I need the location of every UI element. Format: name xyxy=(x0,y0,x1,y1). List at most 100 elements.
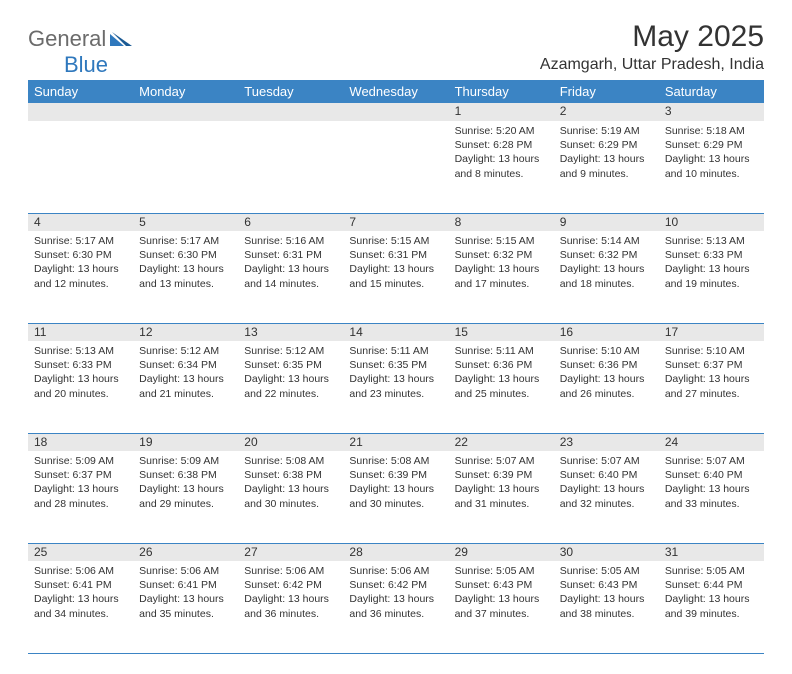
day-cell xyxy=(343,121,448,213)
weekday-header: Wednesday xyxy=(343,80,448,103)
sunrise-value: 5:07 AM xyxy=(601,455,640,467)
day-details: Sunrise: 5:10 AMSunset: 6:37 PMDaylight:… xyxy=(659,341,764,405)
daylight-line-b: and 35 minutes. xyxy=(139,607,232,621)
day-number-cell: 2 xyxy=(554,103,659,121)
sunrise-label: Sunrise: xyxy=(455,455,496,467)
sunrise-label: Sunrise: xyxy=(665,455,706,467)
day-details: Sunrise: 5:18 AMSunset: 6:29 PMDaylight:… xyxy=(659,121,764,185)
sunrise-line: Sunrise: 5:10 AM xyxy=(665,344,758,358)
sunset-line: Sunset: 6:33 PM xyxy=(665,248,758,262)
daylight-line-b: and 29 minutes. xyxy=(139,497,232,511)
sunset-label: Sunset: xyxy=(244,249,283,261)
day-details: Sunrise: 5:13 AMSunset: 6:33 PMDaylight:… xyxy=(28,341,133,405)
day-details: Sunrise: 5:09 AMSunset: 6:37 PMDaylight:… xyxy=(28,451,133,515)
sunrise-line: Sunrise: 5:07 AM xyxy=(560,454,653,468)
day-cell: Sunrise: 5:20 AMSunset: 6:28 PMDaylight:… xyxy=(449,121,554,213)
day-number: 23 xyxy=(560,435,573,449)
sunrise-value: 5:19 AM xyxy=(601,125,640,137)
sunrise-line: Sunrise: 5:10 AM xyxy=(560,344,653,358)
daylight-line-a: Daylight: 13 hours xyxy=(139,262,232,276)
day-cell: Sunrise: 5:06 AMSunset: 6:42 PMDaylight:… xyxy=(343,561,448,653)
sunrise-value: 5:09 AM xyxy=(181,455,220,467)
sunrise-value: 5:12 AM xyxy=(286,345,325,357)
sunrise-line: Sunrise: 5:11 AM xyxy=(455,344,548,358)
sunrise-value: 5:15 AM xyxy=(496,235,535,247)
sunset-value: 6:35 PM xyxy=(388,359,427,371)
sunset-line: Sunset: 6:42 PM xyxy=(244,578,337,592)
sunset-line: Sunset: 6:30 PM xyxy=(139,248,232,262)
weekday-header: Tuesday xyxy=(238,80,343,103)
sunrise-label: Sunrise: xyxy=(139,235,180,247)
sunset-label: Sunset: xyxy=(349,359,388,371)
daylight-line-b: and 22 minutes. xyxy=(244,387,337,401)
sunrise-line: Sunrise: 5:05 AM xyxy=(560,564,653,578)
daylight-line-b: and 15 minutes. xyxy=(349,277,442,291)
day-number: 27 xyxy=(244,545,257,559)
sunset-value: 6:35 PM xyxy=(283,359,322,371)
day-details: Sunrise: 5:12 AMSunset: 6:34 PMDaylight:… xyxy=(133,341,238,405)
sunrise-label: Sunrise: xyxy=(560,345,601,357)
daylight-line-a: Daylight: 13 hours xyxy=(34,592,127,606)
day-number-cell: 25 xyxy=(28,543,133,561)
day-details: Sunrise: 5:17 AMSunset: 6:30 PMDaylight:… xyxy=(28,231,133,295)
day-number: 28 xyxy=(349,545,362,559)
daylight-line-a: Daylight: 13 hours xyxy=(560,482,653,496)
sunset-value: 6:30 PM xyxy=(178,249,217,261)
sunset-line: Sunset: 6:29 PM xyxy=(665,138,758,152)
sunset-line: Sunset: 6:29 PM xyxy=(560,138,653,152)
sunrise-label: Sunrise: xyxy=(34,455,75,467)
sunset-value: 6:36 PM xyxy=(598,359,637,371)
sunrise-value: 5:17 AM xyxy=(75,235,114,247)
sunset-line: Sunset: 6:37 PM xyxy=(34,468,127,482)
day-cell: Sunrise: 5:05 AMSunset: 6:44 PMDaylight:… xyxy=(659,561,764,653)
daylight-line-b: and 31 minutes. xyxy=(455,497,548,511)
day-number: 11 xyxy=(34,325,46,339)
sunrise-line: Sunrise: 5:13 AM xyxy=(665,234,758,248)
daylight-line-a: Daylight: 13 hours xyxy=(560,152,653,166)
sunrise-label: Sunrise: xyxy=(244,345,285,357)
daylight-line-a: Daylight: 13 hours xyxy=(665,372,758,386)
daylight-line-b: and 37 minutes. xyxy=(455,607,548,621)
sunset-label: Sunset: xyxy=(34,359,73,371)
day-number: 16 xyxy=(560,325,573,339)
sunset-line: Sunset: 6:35 PM xyxy=(349,358,442,372)
daylight-line-a: Daylight: 13 hours xyxy=(349,262,442,276)
sunset-line: Sunset: 6:40 PM xyxy=(665,468,758,482)
day-number-cell: 26 xyxy=(133,543,238,561)
brand-part2: Blue xyxy=(64,52,108,78)
day-cell: Sunrise: 5:12 AMSunset: 6:34 PMDaylight:… xyxy=(133,341,238,433)
weekday-header-row: Sunday Monday Tuesday Wednesday Thursday… xyxy=(28,80,764,103)
day-number-cell: 29 xyxy=(449,543,554,561)
daylight-line-a: Daylight: 13 hours xyxy=(665,152,758,166)
day-number-cell: 6 xyxy=(238,213,343,231)
week-row: Sunrise: 5:17 AMSunset: 6:30 PMDaylight:… xyxy=(28,231,764,323)
weekday-header: Thursday xyxy=(449,80,554,103)
sunset-line: Sunset: 6:42 PM xyxy=(349,578,442,592)
day-number-cell: 17 xyxy=(659,323,764,341)
day-number-cell: 1 xyxy=(449,103,554,121)
day-number-row: 18192021222324 xyxy=(28,433,764,451)
day-details: Sunrise: 5:19 AMSunset: 6:29 PMDaylight:… xyxy=(554,121,659,185)
day-cell: Sunrise: 5:13 AMSunset: 6:33 PMDaylight:… xyxy=(659,231,764,323)
daylight-line-b: and 36 minutes. xyxy=(349,607,442,621)
sunset-line: Sunset: 6:38 PM xyxy=(244,468,337,482)
day-number: 21 xyxy=(349,435,362,449)
sunset-line: Sunset: 6:37 PM xyxy=(665,358,758,372)
sunrise-value: 5:16 AM xyxy=(286,235,325,247)
day-number-cell xyxy=(343,103,448,121)
sunset-value: 6:32 PM xyxy=(493,249,532,261)
sunrise-value: 5:12 AM xyxy=(181,345,220,357)
day-number-cell: 30 xyxy=(554,543,659,561)
sunset-line: Sunset: 6:38 PM xyxy=(139,468,232,482)
day-number-row: 25262728293031 xyxy=(28,543,764,561)
day-number: 15 xyxy=(455,325,468,339)
day-details: Sunrise: 5:14 AMSunset: 6:32 PMDaylight:… xyxy=(554,231,659,295)
sunset-label: Sunset: xyxy=(349,579,388,591)
sunrise-line: Sunrise: 5:06 AM xyxy=(349,564,442,578)
daylight-line-b: and 38 minutes. xyxy=(560,607,653,621)
daylight-line-a: Daylight: 13 hours xyxy=(455,372,548,386)
sunrise-label: Sunrise: xyxy=(244,235,285,247)
daylight-line-b: and 39 minutes. xyxy=(665,607,758,621)
sunset-line: Sunset: 6:35 PM xyxy=(244,358,337,372)
day-details: Sunrise: 5:06 AMSunset: 6:41 PMDaylight:… xyxy=(133,561,238,625)
